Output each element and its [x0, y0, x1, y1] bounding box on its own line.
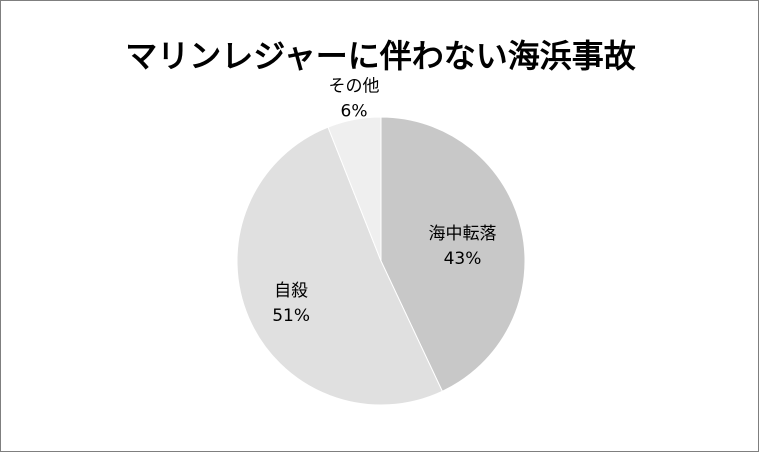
slice-category-label: 海中転落: [429, 224, 497, 244]
pie-labels: 海中転落 43% 自殺 51% その他 6%: [272, 77, 496, 326]
pie-slice-2: [236, 126, 443, 406]
slice-category-label: その他: [329, 77, 380, 97]
slice-value-label: 6%: [341, 102, 368, 122]
pie-slices: [236, 116, 526, 406]
pie-slice-1: [380, 116, 526, 392]
slice-category-label: 自殺: [274, 281, 308, 301]
slice-value-label: 51%: [272, 306, 310, 326]
pie-slice-3: [327, 116, 382, 262]
chart-title: マリンレジャーに伴わない海浜事故: [125, 37, 636, 75]
slice-value-label: 43%: [444, 249, 482, 269]
